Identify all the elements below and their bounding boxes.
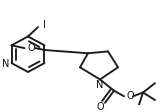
Text: O: O [28,43,35,53]
Text: N: N [96,80,104,90]
Text: I: I [43,20,45,30]
Text: O: O [96,102,104,112]
Text: N: N [2,59,10,69]
Text: O: O [126,91,134,101]
